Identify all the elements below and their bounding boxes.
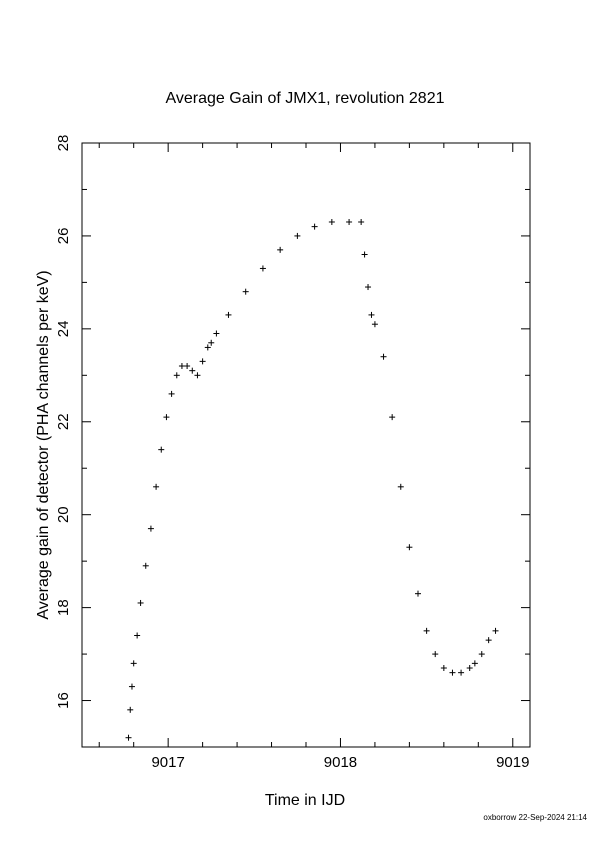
data-point: [194, 372, 201, 379]
data-point: [127, 706, 134, 713]
data-point: [328, 218, 335, 225]
y-tick-label: 24: [55, 321, 72, 338]
data-point: [137, 599, 144, 606]
data-point: [361, 251, 368, 258]
y-tick-label: 18: [55, 599, 72, 616]
data-point: [204, 344, 211, 351]
data-point: [397, 483, 404, 490]
x-axis: 9017 9018 9019: [98, 143, 529, 771]
data-point: [128, 683, 135, 690]
data-point: [199, 358, 206, 365]
data-point: [432, 651, 439, 658]
data-point: [259, 265, 266, 272]
data-point: [189, 367, 196, 374]
data-point: [423, 627, 430, 634]
data-point: [346, 218, 353, 225]
data-point: [173, 372, 180, 379]
data-point: [466, 665, 473, 672]
y-tick-label: 20: [55, 506, 72, 523]
x-tick-label: 9018: [324, 754, 357, 771]
data-point: [294, 232, 301, 239]
data-point: [478, 651, 485, 658]
y-tick-label: 22: [55, 413, 72, 430]
data-point: [168, 390, 175, 397]
data-point: [415, 590, 421, 597]
data-point: [371, 321, 378, 328]
data-point: [208, 339, 215, 346]
data-point: [147, 525, 154, 532]
data-point: [492, 627, 499, 634]
data-point: [365, 284, 372, 291]
data-point: [277, 246, 284, 253]
data-point: [184, 363, 191, 370]
x-tick-label: 9019: [496, 754, 529, 771]
data-point: [142, 562, 149, 569]
data-point: [130, 660, 137, 667]
y-tick-label: 28: [55, 135, 72, 152]
data-point: [389, 414, 396, 421]
x-tick-label: 9017: [151, 754, 184, 771]
data-point: [225, 311, 232, 318]
data-point: [485, 637, 492, 644]
footer-timestamp: oxborrow 22-Sep-2024 21:14: [483, 813, 587, 822]
data-point: [158, 446, 165, 453]
y-axis: 16 18 20 22 24 26 28: [55, 135, 530, 709]
data-point: [406, 544, 413, 551]
data-point: [368, 311, 375, 318]
data-point: [178, 363, 185, 370]
data-point: [440, 665, 447, 672]
data-point: [213, 330, 220, 337]
x-axis-label: Time in IJD: [265, 792, 345, 809]
data-point: [134, 632, 141, 639]
data-point: [153, 483, 160, 490]
data-point: [358, 218, 365, 225]
plot-frame: [81, 142, 531, 748]
data-point: [311, 223, 318, 230]
data-point: [242, 288, 249, 295]
data-point: [458, 669, 465, 676]
y-tick-label: 16: [55, 692, 72, 709]
y-axis-label: Average gain of detector (PHA channels p…: [35, 270, 52, 619]
data-point: [449, 669, 456, 676]
data-point: [471, 660, 478, 667]
chart-title: Average Gain of JMX1, revolution 2821: [166, 90, 445, 107]
data-series: [125, 218, 499, 741]
data-point: [163, 414, 170, 421]
y-tick-label: 26: [55, 228, 72, 245]
data-point: [125, 734, 132, 741]
data-point: [380, 353, 387, 360]
